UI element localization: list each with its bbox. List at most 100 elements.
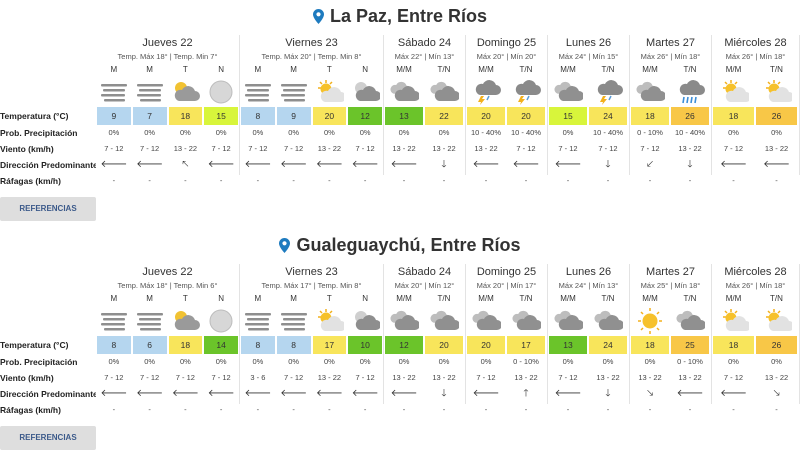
precip-cell: 0 - 10% bbox=[637, 128, 663, 137]
wind-cell: 7 - 12 bbox=[723, 373, 744, 382]
gust-cell: - bbox=[648, 405, 652, 414]
gust-cell: - bbox=[256, 405, 260, 414]
time-slot: T/N 20 0% 13 - 22 🡓 - bbox=[424, 292, 464, 418]
label-rafagas: Ráfagas (km/h) bbox=[0, 176, 61, 186]
wind-cell: 7 - 12 bbox=[175, 373, 195, 382]
wind-cell: 7 - 12 bbox=[211, 373, 231, 382]
temperature-cell: 26 bbox=[756, 107, 797, 125]
wind-cell: 7 - 12 bbox=[284, 373, 304, 382]
temperature-cell: 18 bbox=[168, 107, 203, 125]
day-name: Sábado 24 bbox=[397, 266, 452, 278]
temperature-cell: 20 bbox=[425, 336, 463, 354]
time-slot: T 20 0% 13 - 22 🡐 - bbox=[312, 63, 348, 189]
day-slots: M/M 18 0% 13 - 22 🡖 - T/N 25 0 - 10% 13 - 22 🡐 - bbox=[630, 292, 711, 418]
wind-cell: 13 - 22 bbox=[317, 144, 342, 153]
slot-code: M bbox=[146, 294, 153, 303]
time-slot: T/N 17 0 - 10% 13 - 22 🡑 - bbox=[506, 292, 546, 418]
wind-direction-arrow-icon: 🡐 bbox=[676, 388, 704, 399]
label-direccion: Dirección Predominante bbox=[0, 160, 96, 170]
fog-icon bbox=[276, 77, 312, 107]
time-slot: M/M 18 0% 7 - 12 🡐 - bbox=[712, 63, 755, 189]
label-temperatura: Temperatura (°C) bbox=[0, 111, 69, 121]
gust-cell: - bbox=[112, 176, 116, 185]
day-name: Miércoles 28 bbox=[724, 266, 787, 278]
time-slot: T/N 20 10 - 40% 7 - 12 🡐 - bbox=[506, 63, 546, 189]
precip-cell: 0% bbox=[179, 357, 191, 366]
wind-direction-arrow-icon: 🡓 bbox=[441, 388, 447, 399]
row-labels: Temperatura (°C) Prob. Precipitación Vie… bbox=[0, 107, 96, 189]
wind-direction-arrow-icon: 🡐 bbox=[390, 159, 418, 170]
day-column: Miércoles 28 Máx 26° | Mín 18° M/M 18 0% 7 - … bbox=[712, 264, 800, 414]
temperature-cell: 26 bbox=[671, 107, 709, 125]
slot-code: T/N bbox=[770, 294, 783, 303]
gust-cell: - bbox=[363, 405, 367, 414]
precip-cell: 0% bbox=[398, 128, 410, 137]
fog-icon bbox=[240, 77, 276, 107]
day-column: Viernes 23 Temp. Máx 17° | Temp. Min 8° M 8… bbox=[240, 264, 384, 414]
time-slot: T/N 24 0% 13 - 22 🡓 - bbox=[588, 292, 628, 418]
temperature-cell: 6 bbox=[132, 336, 167, 354]
sun-cloud-icon bbox=[712, 77, 755, 107]
wind-direction-arrow-icon: 🡐 bbox=[100, 388, 128, 399]
temperature-cell: 13 bbox=[385, 107, 423, 125]
gust-cell: - bbox=[688, 405, 692, 414]
slot-code: T bbox=[326, 294, 332, 303]
wind-cell: 13 - 22 bbox=[678, 373, 702, 382]
temperature-cell: 12 bbox=[348, 107, 382, 125]
wind-cell: 7 - 12 bbox=[640, 144, 660, 153]
slot-code: M/M bbox=[560, 294, 576, 303]
wind-cell: 13 - 22 bbox=[173, 144, 198, 153]
forecast-table: Temperatura (°C) Prob. Precipitación Vie… bbox=[0, 35, 800, 186]
time-slot: M/M 13 0% 13 - 22 🡐 - bbox=[384, 63, 424, 189]
temperature-cell: 14 bbox=[204, 336, 238, 354]
gust-cell: - bbox=[732, 405, 735, 414]
slot-code: M/M bbox=[478, 294, 494, 303]
day-column: Lunes 26 Máx 24° | Mín 13° M/M 13 0% 7 - 12 🡐 -… bbox=[548, 264, 630, 414]
day-name: Sábado 24 bbox=[397, 37, 452, 49]
slot-code: M/M bbox=[642, 65, 658, 74]
wind-cell: 7 - 12 bbox=[723, 144, 744, 153]
time-slot: T/N 26 0% 13 - 22 🡖 - bbox=[755, 292, 798, 418]
day-column: Miércoles 28 Máx 26° | Mín 18° M/M 18 0% 7 - … bbox=[712, 35, 800, 185]
day-column: Sábado 24 Máx 22° | Mín 13° M/M 13 0% 13 - 22… bbox=[384, 35, 466, 185]
slot-code: M bbox=[254, 294, 262, 303]
wind-cell: 3 - 6 bbox=[250, 373, 266, 382]
wind-direction-arrow-icon: 🡐 bbox=[244, 159, 272, 170]
precip-cell: 0% bbox=[771, 357, 782, 366]
day-name: Martes 27 bbox=[646, 266, 695, 278]
wind-cell: 13 - 22 bbox=[432, 144, 456, 153]
day-slots: M/M 12 0% 13 - 22 🡐 - T/N 20 0% 13 - 22 🡓 - bbox=[384, 292, 465, 418]
precip-cell: 0% bbox=[438, 357, 450, 366]
precip-cell: 0% bbox=[562, 128, 574, 137]
wind-direction-arrow-icon: 🡐 bbox=[207, 159, 235, 170]
references-button[interactable]: REFERENCIAS bbox=[0, 197, 96, 221]
wind-direction-arrow-icon: 🡐 bbox=[512, 159, 540, 170]
time-slot: T/N 25 0 - 10% 13 - 22 🡐 - bbox=[670, 292, 710, 418]
references-button[interactable]: REFERENCIAS bbox=[0, 426, 96, 450]
wind-cell: 13 - 22 bbox=[392, 373, 416, 382]
day-max-min: Máx 25° | Mín 18° bbox=[640, 281, 701, 290]
partly-cloudy-icon bbox=[168, 77, 204, 107]
wind-cell: 13 - 22 bbox=[596, 373, 620, 382]
wind-cell: 13 - 22 bbox=[764, 373, 789, 382]
day-slots: M/M 18 0 - 10% 7 - 12 🡗 - T/N 26 10 - 40% 13 - 22… bbox=[630, 63, 711, 189]
gust-cell: - bbox=[184, 176, 187, 185]
cloudy-icon bbox=[548, 77, 588, 107]
slot-code: M bbox=[146, 65, 153, 74]
location-pin-icon bbox=[279, 235, 291, 259]
precip-cell: 0% bbox=[179, 128, 191, 137]
temperature-cell: 13 bbox=[549, 336, 587, 354]
wind-cell: 13 - 22 bbox=[678, 144, 702, 153]
precip-cell: 0% bbox=[602, 357, 614, 366]
precip-cell: 10 - 40% bbox=[510, 128, 542, 137]
cloudy-icon bbox=[670, 306, 710, 336]
day-column: Sábado 24 Máx 20° | Mín 12° M/M 12 0% 13 - 22… bbox=[384, 264, 466, 414]
time-slot: M 6 0% 7 - 12 🡐 - bbox=[132, 292, 168, 418]
slot-code: T/N bbox=[437, 294, 451, 303]
precip-cell: 0% bbox=[323, 357, 335, 366]
day-max-min: Temp. Máx 18° | Temp. Min 6° bbox=[117, 281, 218, 290]
storm-icon bbox=[588, 77, 628, 107]
wind-direction-arrow-icon: 🡐 bbox=[100, 159, 128, 170]
wind-direction-arrow-icon: 🡐 bbox=[554, 159, 582, 170]
gust-cell: - bbox=[775, 405, 778, 414]
